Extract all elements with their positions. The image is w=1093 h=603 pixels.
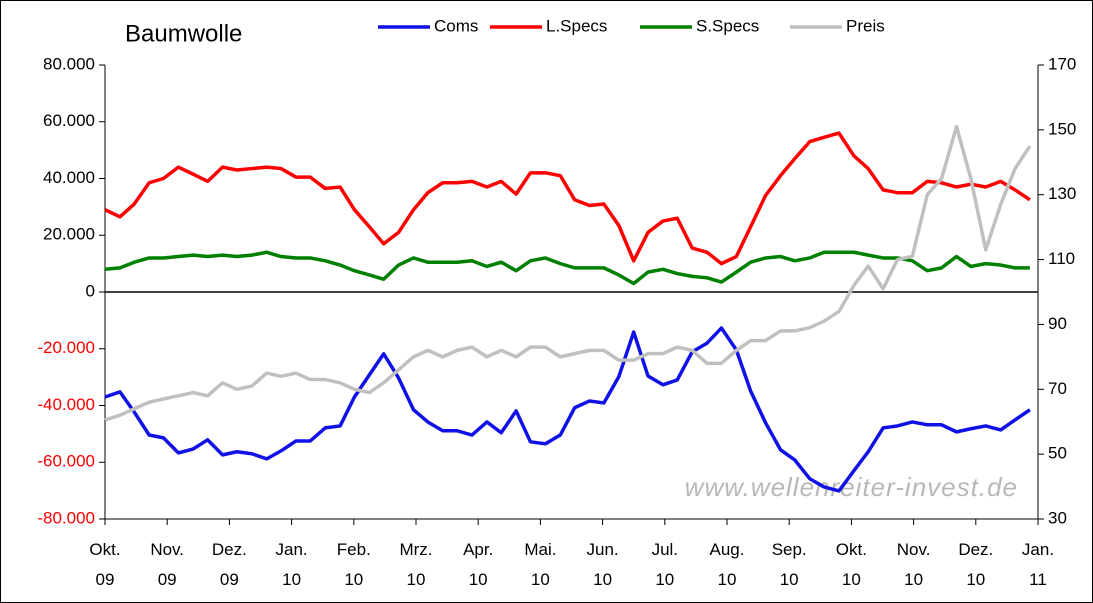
y-tick-label: 60.000 [43, 111, 95, 130]
x-tick-label: Mai. 10 [524, 540, 557, 589]
y2-tick-label: 170 [1048, 54, 1076, 73]
y2-tick-label: 90 [1048, 314, 1067, 333]
y2-tick-label: 70 [1048, 379, 1067, 398]
series-line [104, 131, 1031, 266]
x-tick-label: Jun. 10 [586, 540, 619, 589]
x-tick-label: Jan. 11 [1021, 540, 1055, 589]
x-tick-label: Nov. 09 [150, 540, 185, 589]
x-tick-label: Okt. 10 [835, 540, 867, 589]
y2-tick-label: 130 [1048, 184, 1076, 203]
x-tick-label: Sep. 10 [771, 540, 807, 589]
legend-label: L.Specs [546, 16, 607, 35]
y-tick-label: 0 [86, 281, 95, 300]
x-tick-label: Dez. 10 [958, 540, 994, 589]
series-line [104, 124, 1032, 422]
x-tick-label: Jan. 10 [275, 540, 308, 589]
x-tick-label: Aug. 10 [709, 540, 745, 589]
x-tick-label: Jul. 10 [651, 540, 679, 589]
y-tick-label: -20.000 [37, 338, 95, 357]
x-tick-label: Apr. 10 [463, 540, 494, 589]
y2-tick-label: 30 [1048, 508, 1067, 527]
y-tick-label: -40.000 [37, 395, 95, 414]
series-line [104, 326, 1031, 493]
y-tick-label: 20.000 [43, 225, 95, 244]
legend-label: S.Specs [696, 16, 759, 35]
series-line [104, 250, 1030, 286]
x-tick-label: Nov. 10 [896, 540, 931, 589]
x-tick-label: Okt. 09 [89, 540, 121, 589]
y-tick-label: 80.000 [43, 54, 95, 73]
y2-tick-label: 150 [1048, 119, 1076, 138]
x-tick-label: Dez. 09 [211, 540, 247, 589]
legend-label: Preis [846, 16, 885, 35]
x-tick-label: Mrz. 10 [399, 540, 433, 589]
y-tick-label: -60.000 [37, 452, 95, 471]
y-tick-label: -80.000 [37, 508, 95, 527]
y-tick-label: 40.000 [43, 168, 95, 187]
chart-title: Baumwolle [125, 20, 242, 47]
legend-label: Coms [434, 16, 478, 35]
y2-tick-label: 110 [1048, 249, 1075, 268]
x-tick-label: Feb. 10 [336, 540, 371, 589]
y2-tick-label: 50 [1048, 444, 1067, 463]
